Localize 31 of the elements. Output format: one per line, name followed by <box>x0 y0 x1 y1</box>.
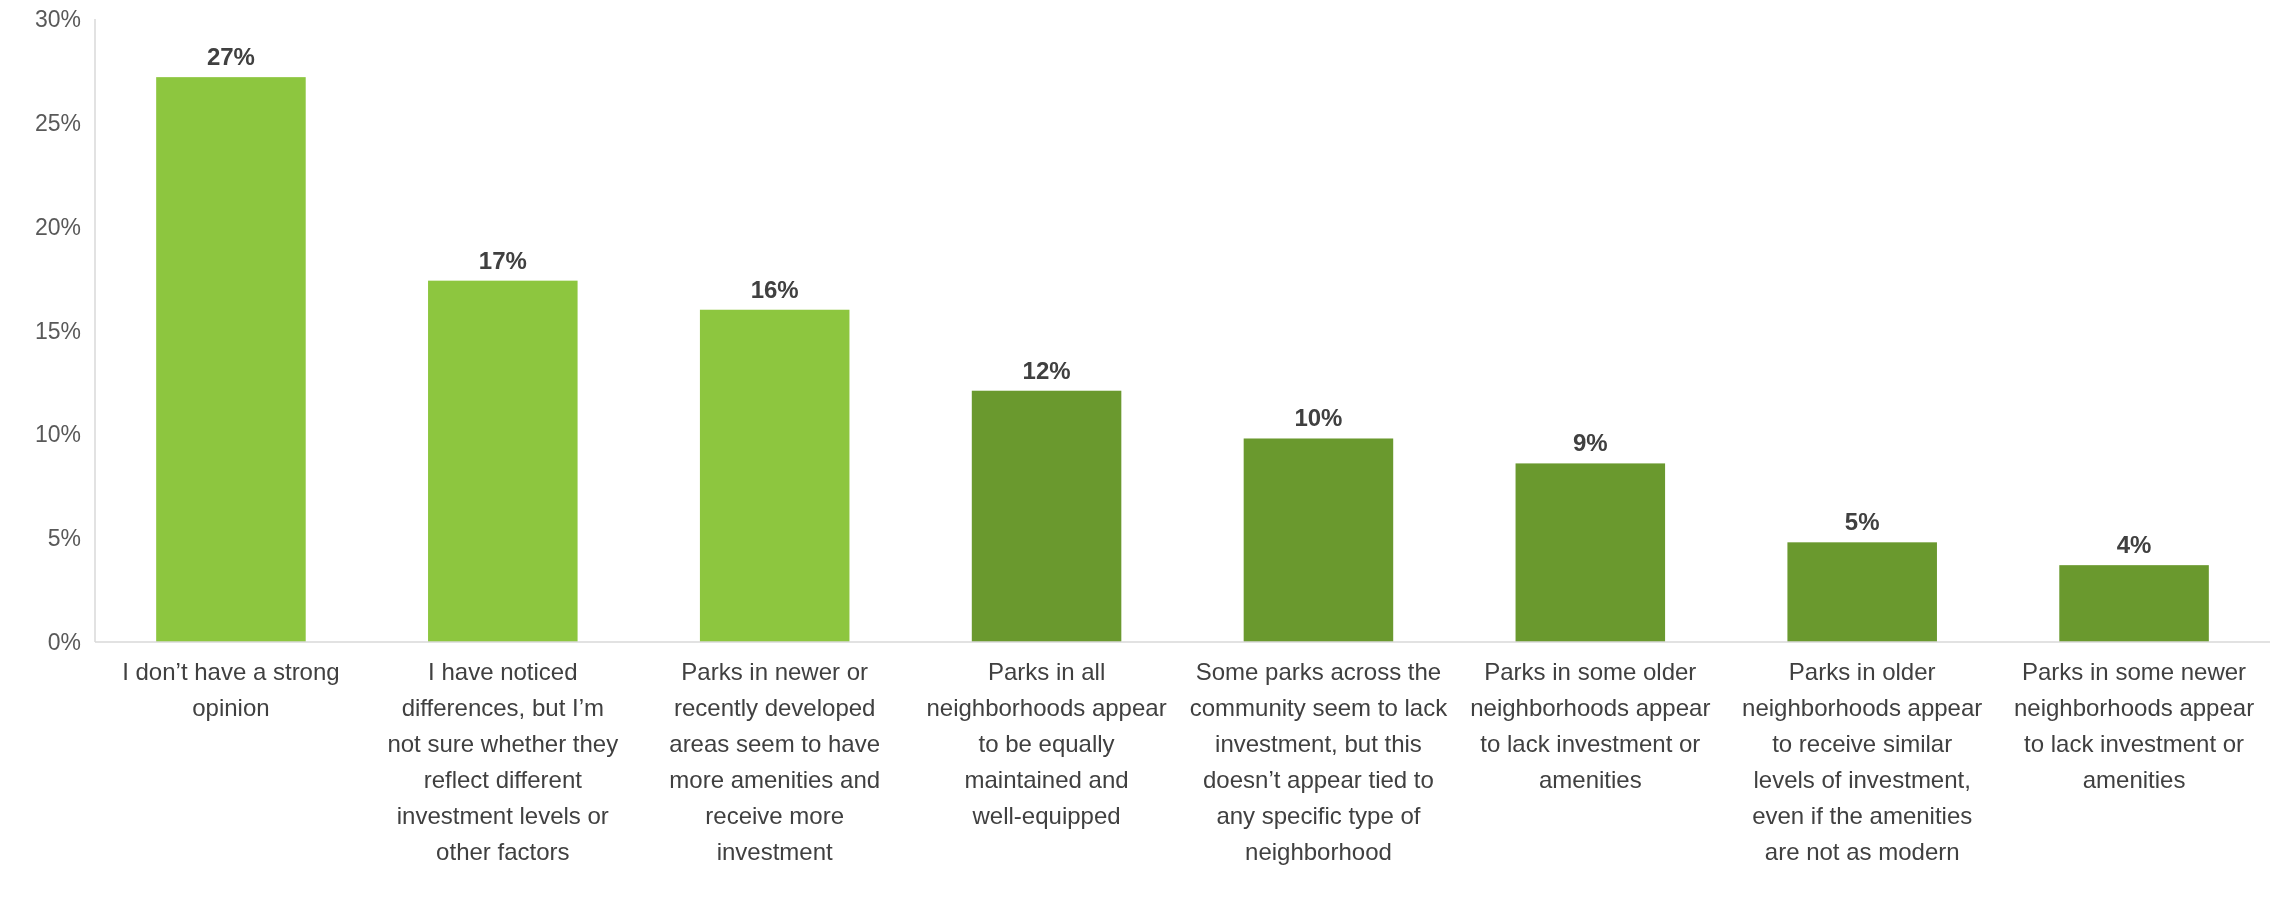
x-tick-label: Parks in older neighborhoods appear to receive similar levels of investment, even if the amenities are not as modern <box>1742 658 1983 865</box>
bar <box>1787 542 1937 642</box>
bar <box>971 390 1122 642</box>
x-tick-label: Parks in some newer neighborhoods appear to lack investment or amenities <box>2013 658 2255 793</box>
y-tick-label: 25% <box>34 109 81 136</box>
x-tick-label: Parks in newer or recently developed areas seem to have more amenities and receive more investment <box>669 658 881 865</box>
data-label: 16% <box>750 275 799 303</box>
bar <box>1515 463 1666 642</box>
y-tick-label: 10% <box>34 421 81 448</box>
y-tick-label: 0% <box>47 629 81 656</box>
bar <box>428 280 578 642</box>
data-label: 27% <box>206 43 255 71</box>
x-tick-label: Parks in all neighborhoods appear to be equally maintained and well-equipped <box>926 658 1167 829</box>
data-label: 4% <box>2116 531 2152 559</box>
x-tick-label: I have noticed differences, but I’m not sure whether they reflect different investment levels or other factors <box>387 658 619 865</box>
data-label: 10% <box>1294 404 1343 432</box>
y-tick-label: 30% <box>34 6 81 33</box>
x-tick-label: Parks in some older neighborhoods appear to lack investment or amenities <box>1470 658 1711 793</box>
bar <box>1243 438 1394 642</box>
y-tick-label: 5% <box>47 525 81 552</box>
bar <box>2059 565 2209 642</box>
y-tick-label: 20% <box>34 213 81 240</box>
y-tick-label: 15% <box>34 317 81 344</box>
data-label: 5% <box>1844 508 1880 536</box>
x-tick-label: Some parks across the community seem to lack investment, but this doesn’t appear tied to any specific type of neighborhood <box>1189 658 1449 865</box>
bar <box>156 77 306 642</box>
data-label: 9% <box>1572 429 1608 457</box>
x-tick-label: I don’t have a strong opinion <box>122 658 340 721</box>
data-label: 12% <box>1022 356 1071 384</box>
data-label: 17% <box>478 246 527 274</box>
bar <box>699 309 850 642</box>
